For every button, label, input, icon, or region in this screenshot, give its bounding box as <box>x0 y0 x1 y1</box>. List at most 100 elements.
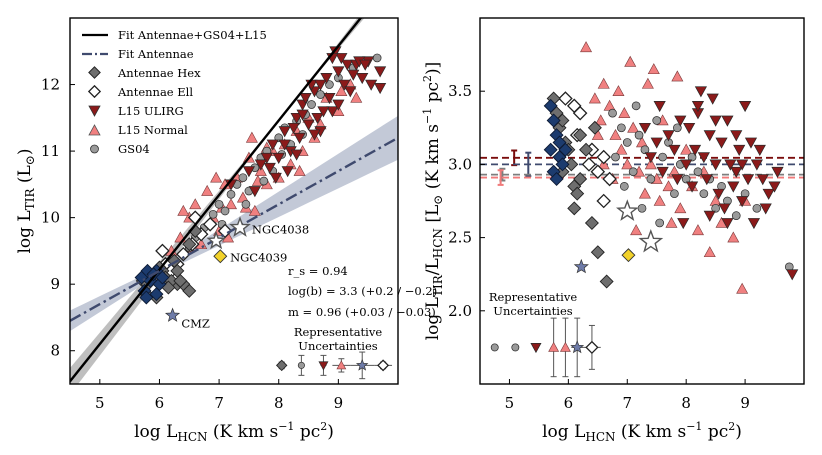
right-gs04-point <box>619 182 629 191</box>
right-l15-ulirg-point <box>771 166 784 178</box>
right-l15-ulirg-point <box>753 144 766 156</box>
right-uncertainty-normal-marker <box>559 341 571 352</box>
legend-ulirg-label: L15 ULIRG <box>118 104 184 118</box>
right-l15-ulirg-point <box>724 159 737 171</box>
left-l15-ulirg-point <box>290 112 303 125</box>
left-uncertainty-ulirg-marker <box>318 361 329 371</box>
right-antennae-hex-point <box>590 245 605 260</box>
left-legend: Fit Antennae+GS04+L15 Fit Antennae Anten… <box>82 28 267 156</box>
legend-ell-label: Antennae Ell <box>117 85 193 99</box>
legend-normal-label: L15 Normal <box>118 123 188 137</box>
right-antennae-ell-point <box>572 105 588 121</box>
left-antennae-hex-point <box>182 237 197 252</box>
right-l15-normal-point <box>609 128 622 140</box>
legend-fit-all-label: Fit Antennae+GS04+L15 <box>118 28 267 42</box>
right-l15-ulirg-point <box>756 174 769 186</box>
right-antennae-hex-point <box>564 157 579 172</box>
left-l15-ulirg-point <box>299 93 312 105</box>
left-l15-ulirg-point <box>365 79 378 91</box>
left-gs04-point <box>214 199 224 209</box>
left-antennae-ell-point <box>217 223 233 239</box>
right-antennae-hex-point <box>573 128 588 143</box>
right-l15-normal-point <box>594 114 607 126</box>
ngc4039-star <box>206 230 226 250</box>
left-gs04-point <box>238 173 248 183</box>
right-l15-ulirg-point <box>715 137 728 149</box>
left-l15-ulirg-point <box>263 162 276 174</box>
right-antennae-hex-blue--point <box>555 157 570 172</box>
left-l15-ulirg-point <box>347 69 360 81</box>
right-l15-ulirg-point <box>668 144 681 156</box>
left-uncertainty-gs04-marker <box>297 361 305 369</box>
cmz-star <box>164 307 181 322</box>
right-l15-ulirg-point <box>750 159 763 171</box>
right-l15-normal-point <box>644 158 657 170</box>
legend-ell-marker <box>87 84 102 99</box>
right-l15-normal-point <box>612 85 625 96</box>
right-l15-normal-point <box>727 231 740 243</box>
right-antennae-ell-point <box>596 149 611 165</box>
right-l15-normal-point <box>627 121 640 133</box>
left-l15-ulirg-point <box>269 172 282 184</box>
right-l15-normal-point <box>638 187 651 199</box>
right-l15-normal-point <box>691 224 704 236</box>
left-l15-ulirg-point <box>326 106 339 118</box>
right-l15-ulirg-point <box>688 144 702 156</box>
left-l15-ulirg-point <box>374 83 387 95</box>
left-l15-ulirg-point <box>344 86 357 98</box>
legend-normal-marker <box>88 124 101 136</box>
right-l15-ulirg-point <box>727 181 740 193</box>
right-l15-ulirg-point <box>650 137 663 149</box>
right-l15-ulirg-point <box>768 181 781 193</box>
left-gs04-point <box>220 206 230 216</box>
right-l15-normal-point <box>580 41 593 53</box>
right-l15-ulirg-point <box>662 130 675 142</box>
right-antennae-hex-point <box>570 186 585 201</box>
stat-m: m = 0.96 (+0.03 / −0.03) <box>288 305 436 319</box>
right-l15-normal-point <box>597 77 610 89</box>
right-gs04-point <box>672 123 682 133</box>
left-gs04-point <box>259 176 269 186</box>
right-uncertainty-gs04-marker <box>490 343 499 352</box>
right-l15-ulirg-point <box>721 218 734 230</box>
right-gs04-point <box>658 152 667 162</box>
right-l15-normal-point <box>736 282 749 294</box>
right-gs04-point <box>752 203 762 213</box>
left-ngc4039-point-point <box>213 249 228 264</box>
left-gs04-point <box>226 189 236 199</box>
right-l15-normal-point <box>680 143 693 155</box>
right-antennae-hex-point <box>573 172 588 187</box>
right-l15-normal-point <box>662 180 675 192</box>
right-gs04-point <box>634 130 644 140</box>
right-gs04-point <box>646 174 656 184</box>
right-antennae-ell-point <box>602 171 617 187</box>
right-antennae-hex-point <box>599 274 614 289</box>
left-l15-normal-point <box>189 198 202 210</box>
left-l15-ulirg-point <box>317 106 330 118</box>
right-l15-ulirg-point <box>709 115 722 127</box>
right-antennae-ell-point <box>596 193 611 209</box>
right-l15-normal-point <box>653 194 666 206</box>
right-l15-ulirg-point <box>674 115 687 127</box>
left-l15-normal-point <box>335 85 348 96</box>
right-l15-ulirg-point <box>730 130 743 142</box>
right-uncertainty-gs04-marker <box>511 343 520 352</box>
left-y-tick-label: 9 <box>50 275 60 293</box>
left-uncertainty-normal-marker <box>336 360 347 370</box>
right-antennae-hex-blue--point <box>543 98 558 113</box>
right-l15-ulirg-point <box>709 159 722 171</box>
right-l15-ulirg-point <box>644 152 657 164</box>
right-gs04-point <box>637 203 647 213</box>
right-gs04-point <box>631 101 641 111</box>
left-y-tick-label: 11 <box>41 142 60 160</box>
right-gs04-point <box>681 174 691 184</box>
left-gs04-point <box>307 100 316 109</box>
left-l15-ulirg-point <box>278 126 291 138</box>
left-gs04-point <box>208 209 218 219</box>
right-antennae-hex-point <box>555 113 570 128</box>
right-x-tick-label: 7 <box>622 394 632 412</box>
left-l15-normal-point <box>201 184 214 196</box>
left-antennae-hex-blue--point <box>149 287 164 302</box>
left-uncertainty-cmz-marker <box>355 358 369 371</box>
left-l15-ulirg-point <box>293 132 306 145</box>
